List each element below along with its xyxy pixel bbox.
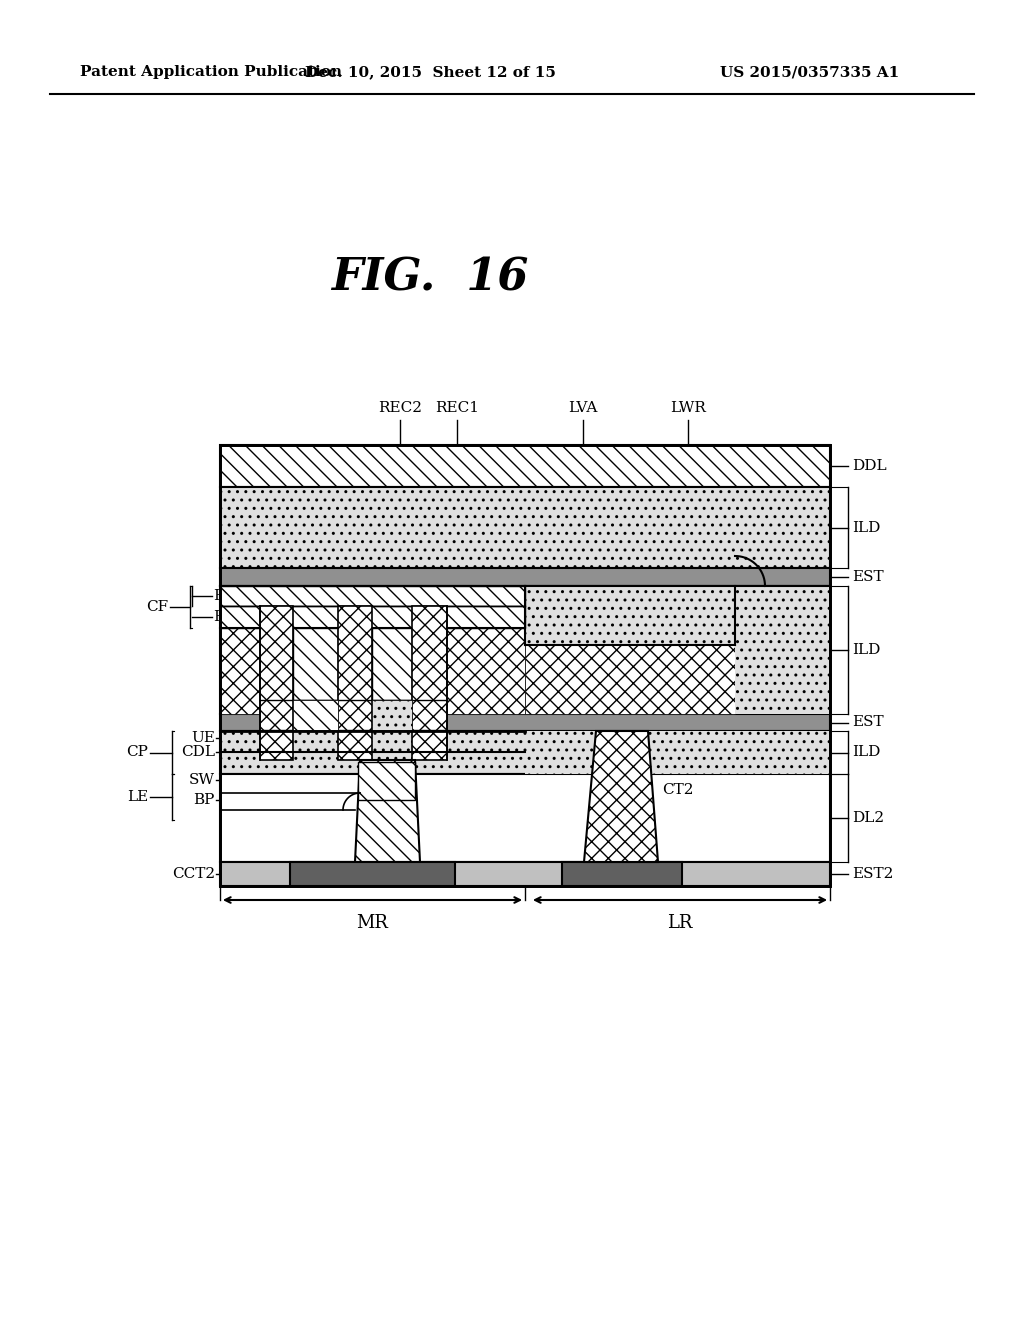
Text: EST2: EST2 xyxy=(852,867,893,880)
Bar xyxy=(525,731,830,774)
Text: ILD: ILD xyxy=(852,643,881,657)
Text: BUR: BUR xyxy=(213,610,249,624)
Text: DDL: DDL xyxy=(852,459,887,473)
Text: CDL: CDL xyxy=(181,744,215,759)
Text: REC2: REC2 xyxy=(378,401,422,414)
Bar xyxy=(220,445,830,886)
Bar xyxy=(260,606,293,760)
Bar xyxy=(220,445,830,487)
Text: EST: EST xyxy=(852,715,884,730)
Bar xyxy=(358,762,415,800)
Bar xyxy=(220,606,525,628)
Text: BP: BP xyxy=(194,793,215,807)
Bar xyxy=(220,445,830,886)
Bar xyxy=(293,628,338,700)
Text: CCT2: CCT2 xyxy=(172,867,215,880)
Text: Dec. 10, 2015  Sheet 12 of 15: Dec. 10, 2015 Sheet 12 of 15 xyxy=(304,65,555,79)
Bar xyxy=(220,774,830,862)
Polygon shape xyxy=(355,760,420,862)
Text: LWR: LWR xyxy=(670,401,706,414)
Bar xyxy=(562,862,682,886)
Bar xyxy=(735,586,830,714)
Text: ILD: ILD xyxy=(852,520,881,535)
Text: LVA: LVA xyxy=(568,401,598,414)
Bar xyxy=(525,645,735,714)
Bar xyxy=(372,628,412,700)
Text: REC1: REC1 xyxy=(435,401,479,414)
Bar xyxy=(220,586,525,714)
Text: DL2: DL2 xyxy=(852,810,884,825)
Bar xyxy=(220,568,830,586)
Bar xyxy=(372,700,412,730)
Text: Patent Application Publication: Patent Application Publication xyxy=(80,65,342,79)
Text: SW: SW xyxy=(189,774,215,787)
Bar xyxy=(220,862,830,886)
Text: CF: CF xyxy=(145,601,168,614)
Bar xyxy=(220,586,525,606)
Bar xyxy=(525,586,830,645)
Text: PL: PL xyxy=(213,589,233,603)
Bar xyxy=(338,606,372,760)
Text: CT2: CT2 xyxy=(662,783,693,797)
Text: MR: MR xyxy=(356,913,388,932)
Text: FIG.  16: FIG. 16 xyxy=(332,256,528,300)
Bar xyxy=(260,700,447,730)
Text: US 2015/0357335 A1: US 2015/0357335 A1 xyxy=(720,65,899,79)
Text: ILD: ILD xyxy=(852,746,881,759)
Text: LR: LR xyxy=(668,913,692,932)
Text: CP: CP xyxy=(126,746,148,759)
Bar xyxy=(220,487,830,568)
Bar xyxy=(293,700,338,730)
Bar xyxy=(220,714,830,731)
Text: WR: WR xyxy=(662,755,689,770)
Text: LE: LE xyxy=(127,789,148,804)
Text: EST: EST xyxy=(852,570,884,583)
Text: UE: UE xyxy=(191,731,215,744)
Bar xyxy=(412,606,447,760)
Bar xyxy=(220,586,830,714)
Bar xyxy=(290,862,455,886)
Bar xyxy=(220,731,830,774)
Polygon shape xyxy=(584,731,658,862)
